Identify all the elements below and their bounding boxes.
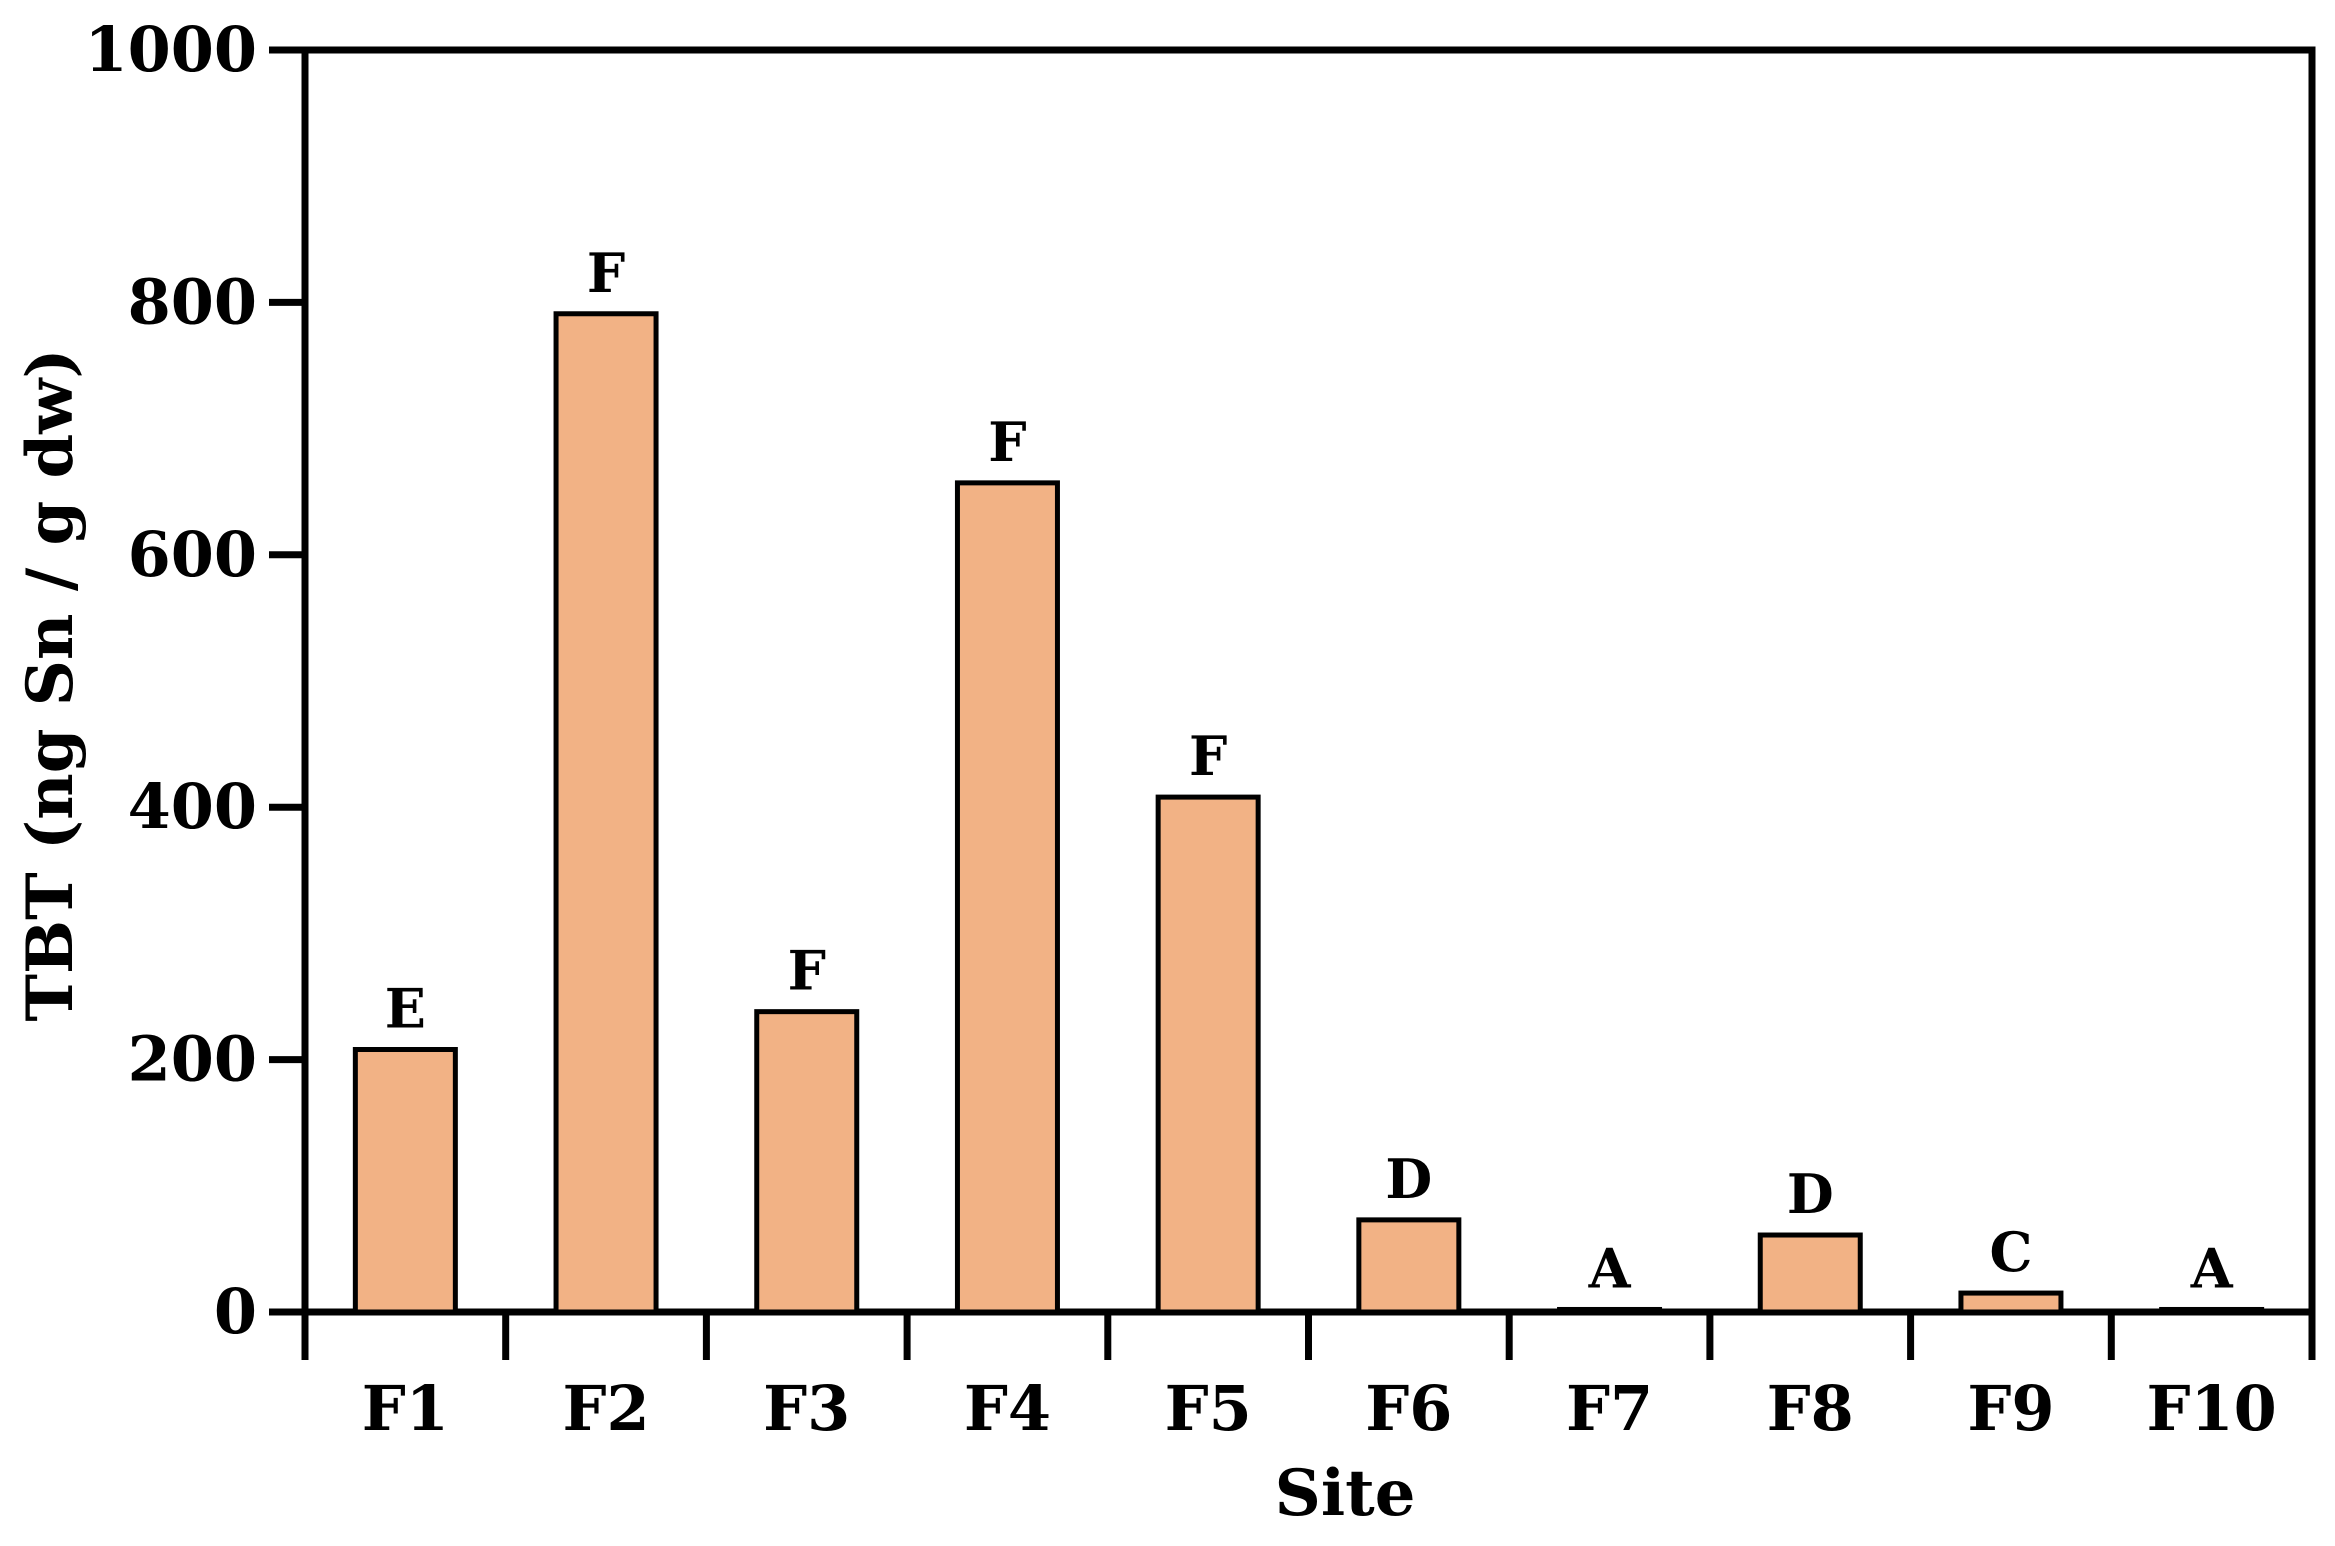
x-tick-label: F9: [1967, 1372, 2054, 1445]
y-tick-label: 800: [128, 265, 257, 338]
bar-annotation: C: [1989, 1220, 2032, 1284]
x-tick-label: F3: [763, 1372, 850, 1445]
x-tick-label: F7: [1566, 1372, 1653, 1445]
bar-annotation: F: [587, 241, 625, 305]
x-axis-title: Site: [1275, 1456, 1416, 1531]
bar-annotation: A: [2190, 1236, 2234, 1300]
bar-annotation: A: [1588, 1236, 1632, 1300]
y-tick-label: 600: [128, 518, 257, 591]
bar-annotation: E: [385, 977, 426, 1041]
y-tick-label: 0: [214, 1275, 257, 1348]
bar-f3: [754, 1009, 860, 1315]
x-tick-label: F2: [562, 1372, 649, 1445]
x-tick-label: F8: [1767, 1372, 1854, 1445]
bar-f8: [1757, 1232, 1863, 1315]
bar-f1: [352, 1047, 458, 1315]
bar-f5: [1155, 794, 1261, 1315]
bar-annotation: D: [1385, 1147, 1432, 1211]
bar-f10: [2159, 1306, 2265, 1315]
bar-annotation: D: [1787, 1162, 1834, 1226]
bar-f6: [1356, 1217, 1462, 1315]
bar-annotations: E F F F F D A D C A: [385, 241, 2234, 1301]
bar-annotation: F: [788, 939, 826, 1003]
bar-f4: [954, 480, 1060, 1315]
bar-f2: [553, 311, 659, 1315]
bar-annotation: F: [1189, 724, 1227, 788]
x-tick-label: F10: [2147, 1372, 2277, 1445]
bar-annotation: F: [988, 410, 1026, 474]
y-axis-title: TBT (ng Sn / g dw): [13, 348, 88, 1021]
x-tick-label: F6: [1365, 1372, 1452, 1445]
x-tick-label: F1: [362, 1372, 449, 1445]
bar-f9: [1958, 1290, 2064, 1315]
bar-f7: [1557, 1306, 1663, 1315]
x-axis-ticks: F1 F2 F3 F4 F5 F6 F7 F8 F9 F10: [301, 1312, 2316, 1445]
y-tick-label: 400: [128, 770, 257, 843]
bars: [352, 311, 2265, 1315]
y-tick-label: 1000: [84, 13, 257, 86]
x-tick-label: F5: [1165, 1372, 1252, 1445]
x-tick-label: F4: [964, 1372, 1051, 1445]
y-tick-label: 200: [128, 1023, 257, 1096]
y-axis-ticks: 0 200 400 600 800 1000: [84, 13, 305, 1348]
